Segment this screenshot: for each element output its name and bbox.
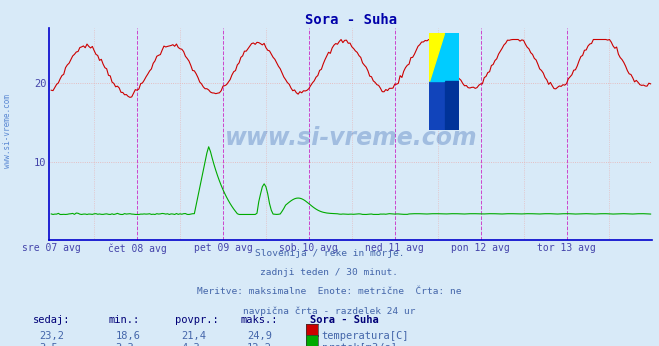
Text: 12,2: 12,2	[247, 343, 272, 346]
Text: sedaj:: sedaj:	[33, 315, 71, 325]
Polygon shape	[429, 33, 444, 81]
Text: 18,6: 18,6	[115, 331, 140, 342]
Text: www.si-vreme.com: www.si-vreme.com	[3, 94, 13, 169]
Title: Sora - Suha: Sora - Suha	[305, 12, 397, 27]
Text: pretok[m3/s]: pretok[m3/s]	[322, 343, 397, 346]
Text: www.si-vreme.com: www.si-vreme.com	[225, 126, 477, 150]
Text: zadnji teden / 30 minut.: zadnji teden / 30 minut.	[260, 268, 399, 277]
Text: povpr.:: povpr.:	[175, 315, 218, 325]
Text: 21,4: 21,4	[181, 331, 206, 342]
Polygon shape	[429, 33, 444, 81]
Text: 23,2: 23,2	[40, 331, 65, 342]
Text: Sora - Suha: Sora - Suha	[310, 315, 378, 325]
Text: 3,3: 3,3	[115, 343, 134, 346]
Text: 24,9: 24,9	[247, 331, 272, 342]
Text: 4,3: 4,3	[181, 343, 200, 346]
Text: 3,5: 3,5	[40, 343, 58, 346]
Polygon shape	[429, 81, 444, 130]
Text: temperatura[C]: temperatura[C]	[322, 331, 409, 342]
Text: Meritve: maksimalne  Enote: metrične  Črta: ne: Meritve: maksimalne Enote: metrične Črta…	[197, 287, 462, 296]
Text: min.:: min.:	[109, 315, 140, 325]
Bar	[444, 81, 459, 130]
Text: maks.:: maks.:	[241, 315, 278, 325]
Text: navpična črta - razdelek 24 ur: navpična črta - razdelek 24 ur	[243, 306, 416, 316]
Bar	[444, 33, 459, 81]
Bar	[429, 33, 444, 81]
Text: Slovenija / reke in morje.: Slovenija / reke in morje.	[255, 249, 404, 258]
Bar	[429, 81, 444, 130]
